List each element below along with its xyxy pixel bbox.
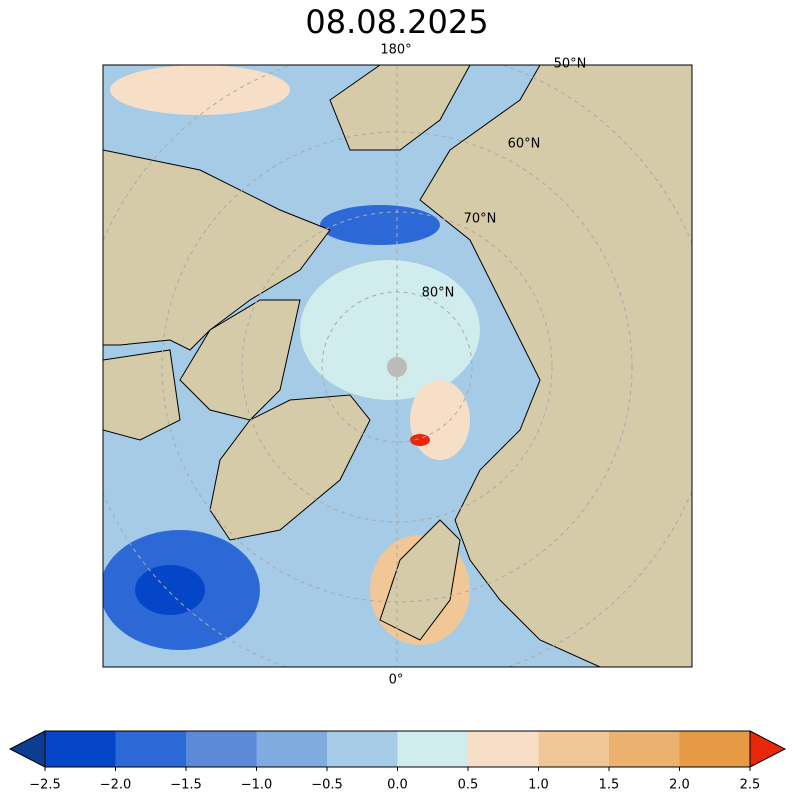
colorbar-segment (115, 731, 187, 767)
colorbar-segment (45, 731, 116, 767)
archipelago (179, 299, 301, 421)
colorbar-tick-label: −1.0 (241, 778, 273, 793)
map-frame (102, 64, 693, 668)
ocean-patch (135, 565, 205, 615)
colorbar: −2.5 −2.0 −1.5 −1.0 −0.5 0.0 0.5 1.0 1.5 2.0 2.5 (8, 730, 787, 793)
ocean-patch (300, 260, 480, 400)
colorbar-segment (186, 731, 257, 767)
land (103, 65, 692, 667)
map-label: 60°N (508, 137, 541, 152)
colorbar-over (749, 730, 787, 768)
map-label: 0° (389, 673, 404, 688)
colorbar-segment (468, 731, 539, 767)
title: 08.08.2025 (305, 3, 488, 41)
colorbar-segment (327, 731, 398, 767)
colorbar-tick-label: 2.5 (740, 778, 761, 793)
colorbar-tick-label: 1.0 (528, 778, 549, 793)
colorbar-tick-label: −0.5 (311, 778, 343, 793)
pole-hole (387, 357, 407, 377)
canada (103, 349, 181, 441)
colorbar-tick-label: 0.0 (387, 778, 408, 793)
colorbar-segment (397, 731, 469, 767)
map-label: 180° (380, 43, 411, 58)
colorbar-tick-label: 0.5 (458, 778, 479, 793)
colorbar-segment (609, 731, 680, 767)
chukotka (329, 65, 471, 151)
colorbar-under (8, 730, 46, 768)
map-label: 70°N (464, 212, 497, 227)
colorbar-tick-label: 2.0 (669, 778, 690, 793)
map-label: 80°N (422, 286, 455, 301)
colorbar-tick-label: −1.5 (170, 778, 202, 793)
north-america (103, 149, 331, 351)
ocean-patch (320, 205, 440, 245)
map-labels: 180° 0° 50°N 60°N 70°N 80°N (380, 43, 586, 688)
greenland (209, 394, 371, 541)
scandinavia (379, 519, 461, 641)
colorbar-tick-label: −2.5 (29, 778, 61, 793)
colorbar-segment (538, 731, 610, 767)
ocean-patch (110, 65, 290, 115)
graticule (103, 65, 692, 667)
colorbar-segment (256, 731, 328, 767)
colorbar-tick-label: 1.5 (599, 778, 620, 793)
colorbar-tick-label: −2.0 (100, 778, 132, 793)
ocean-patch (410, 380, 470, 460)
map-label: 50°N (554, 57, 587, 72)
eurasia (419, 65, 692, 667)
ocean-patch (410, 434, 430, 446)
colorbar-segment (679, 731, 751, 767)
map (103, 65, 692, 667)
